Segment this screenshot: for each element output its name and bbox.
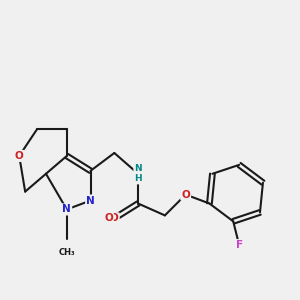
Text: O: O [181, 190, 190, 200]
Text: N: N [62, 204, 71, 214]
Text: O: O [15, 151, 24, 161]
Text: N
H: N H [134, 164, 142, 184]
Text: O: O [104, 213, 113, 224]
Text: F: F [236, 240, 243, 250]
Text: O: O [110, 213, 119, 224]
Text: CH₃: CH₃ [58, 248, 75, 257]
Text: N: N [86, 196, 95, 206]
